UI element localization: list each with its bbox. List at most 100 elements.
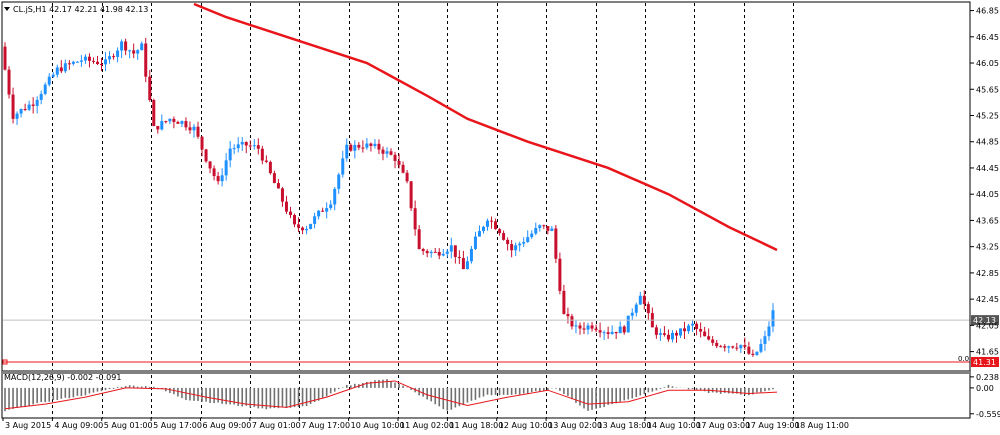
candle-body xyxy=(313,216,317,224)
time-tick-label: 7 Aug 17:00 xyxy=(301,421,350,430)
candle-body xyxy=(317,210,321,217)
candle-body xyxy=(152,100,156,127)
candle-body xyxy=(542,225,546,227)
candle-body xyxy=(357,144,361,148)
price-tick-label: 42.45 xyxy=(976,295,999,304)
candle-body xyxy=(83,56,87,61)
chart-title: CL.jS,H1 42.17 42.21 41.98 42.13 xyxy=(13,5,148,14)
candle-body xyxy=(120,41,124,51)
candle-body xyxy=(325,208,329,212)
candle-body xyxy=(502,233,506,240)
time-tick-label: 6 Aug 09:00 xyxy=(203,421,252,430)
candle-body xyxy=(739,344,743,349)
candle-body xyxy=(305,228,309,231)
candle-body xyxy=(767,326,771,337)
moving-average-layer xyxy=(193,2,778,252)
candle-body xyxy=(365,143,369,148)
time-tick-label: 5 Aug 01:00 xyxy=(104,421,153,430)
candle-body xyxy=(377,143,381,150)
candle-body xyxy=(634,304,638,313)
candle-body xyxy=(518,243,522,246)
candle-body xyxy=(642,295,646,305)
candle-body xyxy=(654,327,658,335)
price-tick-label: 41.65 xyxy=(976,348,999,357)
candle-body xyxy=(666,334,670,340)
candles-layer xyxy=(3,37,775,357)
candle-body xyxy=(349,144,353,151)
current-price-tag xyxy=(971,315,999,326)
candle-body xyxy=(136,50,140,54)
triangle-down-icon[interactable] xyxy=(4,7,10,11)
candle-body xyxy=(176,121,180,124)
candle-body xyxy=(264,160,268,162)
candle-body xyxy=(67,63,71,65)
candle-body xyxy=(646,304,650,314)
candle-body xyxy=(91,60,95,62)
candle-body xyxy=(691,323,695,326)
candle-body xyxy=(526,237,530,243)
time-tick-label: 17 Aug 03:00 xyxy=(696,421,750,430)
candle-body xyxy=(534,228,538,234)
price-tick-label: 44.45 xyxy=(976,164,999,173)
candle-body xyxy=(321,210,325,212)
main-grid xyxy=(52,3,794,370)
price-tick-label: 42.05 xyxy=(976,321,999,330)
candle-body xyxy=(95,61,99,65)
candle-body xyxy=(272,173,276,184)
price-tick-label: 44.05 xyxy=(976,190,999,199)
candle-body xyxy=(112,56,116,58)
candle-body xyxy=(381,149,385,154)
candle-body xyxy=(124,41,128,51)
candle-body xyxy=(481,226,485,232)
candle-body xyxy=(759,343,763,352)
candle-body xyxy=(445,251,449,254)
candle-body xyxy=(31,104,35,106)
candle-body xyxy=(353,144,357,151)
candle-body xyxy=(562,290,566,314)
candle-body xyxy=(393,154,397,161)
candle-body xyxy=(570,316,574,327)
time-tick-label: 5 Aug 17:00 xyxy=(153,421,202,430)
candle-body xyxy=(618,326,622,334)
candle-body xyxy=(530,233,534,238)
candle-body xyxy=(104,59,108,65)
current-price-label: 42.13 xyxy=(973,316,996,325)
candle-body xyxy=(212,168,216,177)
candle-body xyxy=(63,63,67,72)
candle-body xyxy=(453,245,457,257)
time-axis[interactable]: 3 Aug 2015 4 Aug 09:00 5 Aug 01:00 5 Aug 17… xyxy=(2,418,849,430)
price-axis[interactable]: 46.85 46.45 46.05 45.65 45.25 44.85 44.45 44.05… xyxy=(1,1,1000,419)
candle-body xyxy=(670,332,674,340)
time-tick-label: 11 Aug 18:00 xyxy=(449,421,503,430)
candle-body xyxy=(566,313,570,317)
price-tick-label: 46.45 xyxy=(976,33,999,42)
candle-body xyxy=(108,56,112,60)
candle-body xyxy=(457,256,461,259)
candle-body xyxy=(614,331,618,334)
candle-body xyxy=(622,326,626,333)
candle-body xyxy=(284,201,288,212)
candle-body xyxy=(7,69,11,95)
candle-body xyxy=(337,174,341,189)
candle-body xyxy=(55,67,59,75)
candle-body xyxy=(256,145,260,149)
candle-body xyxy=(554,228,558,259)
candle-body xyxy=(421,249,425,252)
candle-body xyxy=(164,121,168,123)
candle-body xyxy=(79,60,83,62)
candle-body xyxy=(469,248,473,262)
candle-body xyxy=(361,147,365,149)
candle-body xyxy=(389,151,393,155)
candle-body xyxy=(437,251,441,256)
candle-body xyxy=(490,220,494,222)
candle-body xyxy=(558,258,562,291)
price-tick-label: 46.05 xyxy=(976,59,999,68)
candle-body xyxy=(260,148,264,161)
candle-body xyxy=(180,121,184,124)
candle-body xyxy=(429,251,433,254)
candle-body xyxy=(293,215,297,225)
candle-body xyxy=(19,109,23,114)
